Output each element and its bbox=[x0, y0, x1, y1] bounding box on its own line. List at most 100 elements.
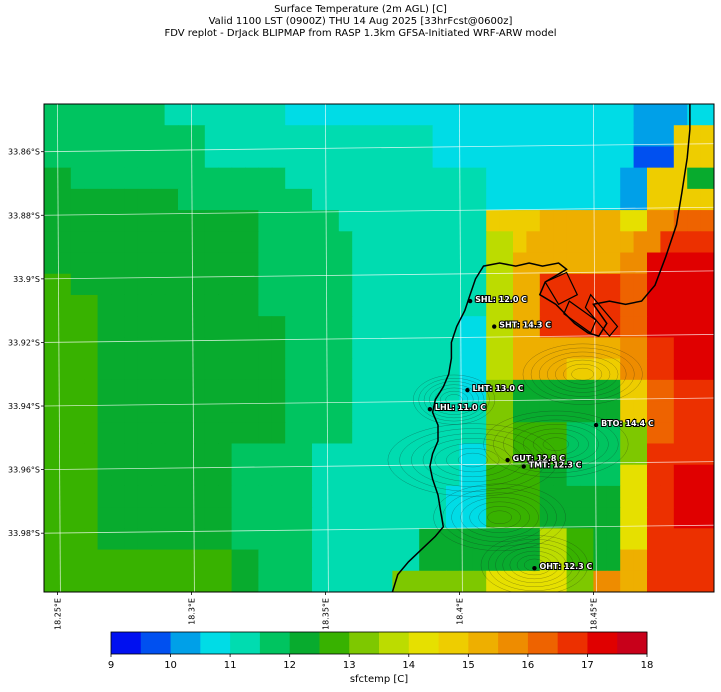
grid-cell bbox=[84, 337, 99, 360]
contour-ring bbox=[488, 539, 581, 591]
grid-cell bbox=[97, 528, 112, 551]
grid-cell bbox=[673, 549, 688, 572]
grid-cell bbox=[312, 570, 326, 592]
grid-cell bbox=[245, 422, 259, 445]
grid-cell bbox=[499, 379, 514, 402]
grid-cell bbox=[405, 167, 420, 190]
grid-cell bbox=[271, 273, 286, 296]
grid-cell bbox=[298, 464, 313, 487]
grid-cell bbox=[191, 231, 206, 254]
grid-cell bbox=[178, 231, 192, 254]
grid-cell bbox=[499, 210, 514, 232]
grid-cell bbox=[553, 422, 568, 445]
grid-cell bbox=[459, 464, 474, 487]
grid-cell bbox=[526, 379, 541, 402]
grid-cell bbox=[231, 358, 246, 381]
grid-cell bbox=[526, 485, 541, 508]
grid-cell bbox=[580, 358, 594, 381]
grid-cell bbox=[151, 252, 166, 275]
grid-cell bbox=[700, 231, 714, 254]
grid-cell bbox=[633, 507, 648, 529]
grid-cell bbox=[44, 316, 58, 338]
grid-cell bbox=[472, 443, 487, 466]
grid-cell bbox=[633, 104, 648, 126]
grid-cell bbox=[446, 485, 460, 508]
grid-cell bbox=[164, 146, 179, 169]
grid-cell bbox=[231, 401, 246, 423]
grid-cell bbox=[486, 146, 501, 169]
grid-cell bbox=[620, 294, 635, 317]
grid-cell bbox=[620, 358, 635, 381]
grid-cell bbox=[620, 104, 635, 126]
grid-cell bbox=[419, 252, 434, 275]
grid-cell bbox=[352, 210, 367, 232]
grid-cell bbox=[513, 549, 527, 572]
grid-cell bbox=[365, 379, 380, 402]
grid-cell bbox=[312, 294, 326, 317]
grid-cell bbox=[472, 167, 487, 190]
grid-cell bbox=[84, 167, 99, 190]
grid-cell bbox=[593, 231, 608, 254]
grid-cell bbox=[526, 125, 541, 148]
grid-cell bbox=[687, 422, 702, 445]
grid-cell bbox=[285, 358, 300, 381]
grid-cell bbox=[352, 549, 367, 572]
grid-cell bbox=[312, 528, 326, 551]
grid-cell bbox=[338, 210, 353, 232]
grid-cell bbox=[419, 401, 434, 423]
grid-cell bbox=[446, 252, 460, 275]
grid-cell bbox=[137, 125, 152, 148]
grid-cell bbox=[218, 210, 233, 232]
grid-cell bbox=[338, 358, 353, 381]
grid-cell bbox=[312, 358, 326, 381]
colorbar-tick-label: 16 bbox=[522, 660, 535, 671]
grid-cell bbox=[553, 337, 568, 360]
grid-cell bbox=[84, 273, 99, 296]
grid-cell bbox=[660, 549, 675, 572]
grid-cell bbox=[499, 231, 514, 254]
grid-cell bbox=[419, 507, 434, 529]
grid-cell bbox=[271, 507, 286, 529]
grid-cell bbox=[338, 443, 353, 466]
grid-cell bbox=[111, 273, 125, 296]
grid-cell bbox=[137, 294, 152, 317]
grid-cell bbox=[191, 443, 206, 466]
grid-cell bbox=[44, 231, 58, 254]
grid-cell bbox=[392, 507, 407, 529]
grid-cell bbox=[539, 528, 554, 551]
grid-cell bbox=[513, 422, 527, 445]
grid-cell bbox=[673, 570, 688, 592]
grid-cell bbox=[97, 464, 112, 487]
grid-cell bbox=[633, 188, 648, 211]
grid-cell bbox=[111, 316, 125, 338]
grid-cell bbox=[164, 549, 179, 572]
grid-cell bbox=[526, 188, 541, 211]
grid-cell bbox=[553, 549, 568, 572]
grid-cell bbox=[44, 485, 58, 508]
grid-cell bbox=[687, 273, 702, 296]
grid-cell bbox=[539, 188, 554, 211]
longitude-ticks: 18.25°E 18.3°E 18.35°E 18.4°E 18.45°E bbox=[53, 592, 598, 630]
grid-cell bbox=[687, 379, 702, 402]
grid-cell bbox=[352, 104, 367, 126]
grid-cell bbox=[673, 104, 688, 126]
grid-cell bbox=[700, 167, 714, 190]
grid-cell bbox=[151, 358, 166, 381]
lon-tick-label: 18.4°E bbox=[455, 598, 464, 625]
lat-tick-label: 33.94°S bbox=[8, 402, 40, 411]
contour-ring bbox=[522, 343, 643, 405]
grid-cell bbox=[218, 570, 233, 592]
grid-cell bbox=[620, 210, 635, 232]
contour-ring bbox=[413, 374, 496, 425]
grid-cell bbox=[513, 210, 527, 232]
grid-cell bbox=[204, 188, 219, 211]
grid-cell bbox=[620, 188, 635, 211]
contour-ring bbox=[469, 501, 530, 533]
grid-cell bbox=[660, 379, 675, 402]
grid-cell bbox=[620, 146, 635, 169]
grid-cell bbox=[687, 464, 702, 487]
grid-cell bbox=[432, 273, 447, 296]
grid-cell bbox=[647, 167, 661, 190]
grid-cell bbox=[57, 273, 72, 296]
grid-cell bbox=[405, 294, 420, 317]
